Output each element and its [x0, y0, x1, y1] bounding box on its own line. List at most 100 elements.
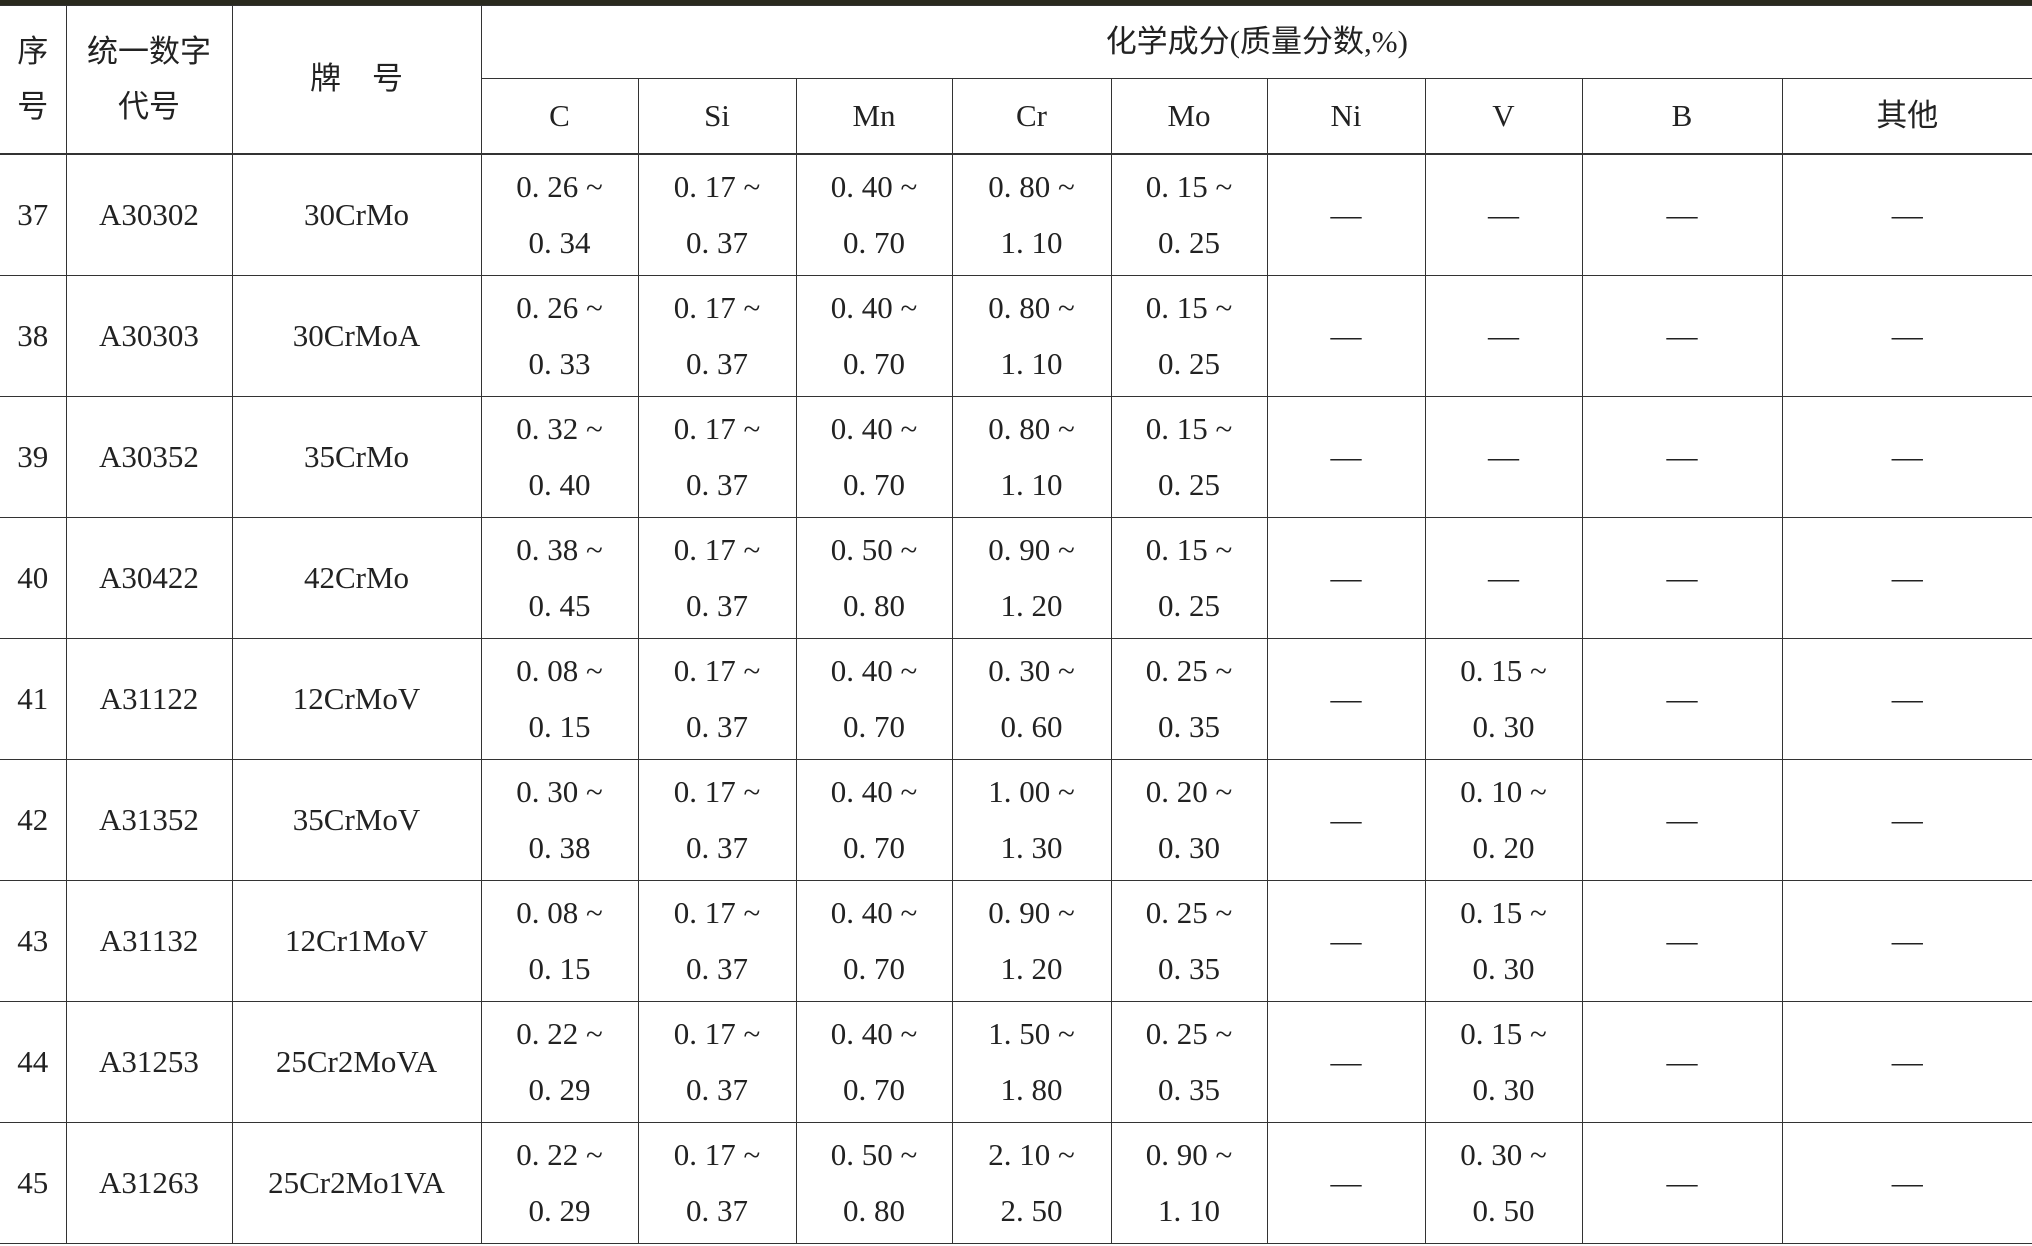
code-cell: A30422 — [65, 517, 233, 639]
range-min: 0. 40 ~ — [830, 410, 918, 446]
element-value-cell: 0. 22 ~ 0. 29 — [480, 1001, 639, 1123]
range-min: 0. 30 ~ — [1460, 1136, 1547, 1172]
range-min: 0. 22 ~ — [516, 1136, 603, 1172]
table-row: 38 A30303 30CrMoA 0. 26 ~0. 33 0. 17 ~0. 37 0… — [0, 275, 2032, 397]
range-max: 1. 10 — [1000, 225, 1063, 260]
range-max: 0. 15 — [528, 951, 591, 986]
element-value-cell: 0. 17 ~ 0. 37 — [637, 759, 797, 881]
element-value-cell: 0. 80 ~ 1. 10 — [951, 153, 1112, 276]
range-max: 0. 37 — [686, 709, 748, 744]
range-min: 0. 90 ~ — [988, 894, 1075, 930]
range-max: 1. 80 — [1000, 1072, 1063, 1107]
range-min: 0. 15 ~ — [1145, 289, 1233, 325]
range-min: 0. 17 ~ — [673, 289, 761, 325]
range-min: 0. 25 ~ — [1145, 1015, 1233, 1051]
element-value-cell: 0. 15 ~ 0. 25 — [1110, 396, 1268, 518]
element-value-cell: 0. 50 ~ 0. 80 — [795, 1122, 953, 1244]
grade-cell: 35CrMoV — [231, 759, 482, 881]
header-element-1: Si — [637, 78, 797, 155]
seq-cell: 44 — [0, 1001, 67, 1123]
range-max: 0. 70 — [843, 346, 905, 381]
range-min: 0. 15 ~ — [1145, 531, 1233, 567]
element-value-cell: 0. 90 ~ 1. 20 — [951, 517, 1112, 639]
table-row: 43 A31132 12Cr1MoV 0. 08 ~ 0. 15 0. 17 ~ 0. 37… — [0, 880, 2032, 1002]
range-min: 0. 15 ~ — [1145, 410, 1233, 446]
element-value-cell: 0. 17 ~ 0. 37 — [637, 153, 797, 276]
range-min: 1. 50 ~ — [988, 1015, 1075, 1051]
element-value-cell: 0. 17 ~ 0. 37 — [637, 880, 797, 1002]
range-max: 0. 70 — [843, 225, 905, 260]
element-value-cell: 0. 30 ~ 0. 38 — [480, 759, 639, 881]
range-min: 0. 50 ~ — [830, 531, 918, 567]
element-value-cell: 0. 25 ~ 0. 35 — [1110, 1001, 1268, 1123]
table-row: 40 A30422 42CrMo 0. 38 ~0. 45 0. 17 ~0. 37 0.… — [0, 517, 2032, 639]
element-value-cell: — — [1266, 153, 1426, 276]
header-element-8: 其他 — [1781, 78, 2032, 155]
header-seq: 序号 — [0, 5, 67, 155]
element-value-cell: 0. 15 ~ 0. 25 — [1110, 153, 1268, 276]
table-row: 45 A31263 25Cr2Mo1VA 0. 22 ~0. 29 0. 17 ~0. … — [0, 1122, 2032, 1244]
element-value-cell: — — [1781, 275, 2032, 397]
range-min: 0. 80 ~ — [988, 410, 1075, 446]
grade-cell: 30CrMoA — [231, 275, 482, 397]
range-max: 0. 37 — [686, 1072, 748, 1107]
range-max: 1. 10 — [1000, 467, 1063, 502]
range-max: 0. 33 — [528, 346, 591, 381]
element-value-cell: — — [1781, 1122, 2032, 1244]
range-min: 0. 22 ~ — [516, 1015, 603, 1051]
code-cell: A31352 — [65, 759, 233, 881]
element-value-cell: — — [1266, 275, 1426, 397]
element-value-cell: 1. 00 ~ 1. 30 — [951, 759, 1112, 881]
header-element-0: C — [481, 78, 639, 155]
seq-cell: 43 — [0, 880, 67, 1002]
element-value-cell: 0. 80 ~ 1. 10 — [951, 275, 1112, 397]
range-max: 0. 35 — [1158, 709, 1220, 744]
element-value-cell: — — [1581, 153, 1783, 276]
element-value-cell: — — [1781, 396, 2032, 518]
grade-cell: 25Cr2Mo1VA — [231, 1122, 482, 1244]
range-min: 0. 10 ~ — [1460, 773, 1547, 809]
range-min: 0. 50 ~ — [830, 1136, 918, 1172]
range-min: 0. 80 ~ — [988, 289, 1075, 325]
code-cell: A31132 — [65, 880, 233, 1002]
range-min: 0. 25 ~ — [1145, 652, 1233, 688]
grade-cell: 42CrMo — [231, 517, 482, 639]
element-value-cell: 0. 26 ~ 0. 34 — [480, 153, 639, 276]
table-row: 39 A30352 35CrMo 0. 32 ~0. 40 0. 17 ~0. 37 0.… — [0, 396, 2032, 518]
range-min: 0. 15 ~ — [1460, 1015, 1547, 1051]
table-row: 37 A30302 30CrMo 0. 26 ~0. 34 0. 17 ~0. 37 0.… — [0, 153, 2032, 276]
element-value-cell: 0. 22 ~ 0. 29 — [480, 1122, 639, 1244]
header-composition: 化学成分(质量分数,%) — [480, 5, 2032, 79]
header-code: 统一数字 代号 — [65, 5, 233, 155]
range-min: 0. 08 ~ — [516, 894, 603, 930]
range-max: 0. 29 — [528, 1072, 591, 1107]
range-min: 0. 17 ~ — [673, 894, 761, 930]
element-value-cell: — — [1266, 880, 1426, 1002]
element-value-cell: 0. 25 ~ 0. 35 — [1110, 638, 1268, 760]
range-max: 0. 25 — [1158, 467, 1220, 502]
element-value-cell: 1. 50 ~ 1. 80 — [951, 1001, 1112, 1123]
element-value-cell: — — [1266, 396, 1426, 518]
header-element-3: Cr — [951, 78, 1112, 155]
element-value-cell: — — [1581, 1122, 1783, 1244]
element-value-cell: — — [1581, 517, 1783, 639]
range-min: 0. 90 ~ — [1145, 1136, 1233, 1172]
element-value-cell: — — [1266, 517, 1426, 639]
range-min: 0. 20 ~ — [1145, 773, 1233, 809]
element-value-cell: — — [1581, 638, 1783, 760]
range-max: 0. 70 — [843, 830, 905, 865]
header-element-7: B — [1581, 78, 1783, 155]
element-value-cell: 0. 15 ~ 0. 30 — [1424, 638, 1583, 760]
range-min: 1. 00 ~ — [988, 773, 1075, 809]
range-min: 0. 17 ~ — [673, 168, 761, 204]
range-min: 0. 30 ~ — [988, 652, 1075, 688]
range-max: 0. 60 — [1000, 709, 1063, 744]
range-min: 0. 17 ~ — [673, 531, 761, 567]
element-value-cell: 0. 17 ~ 0. 37 — [637, 638, 797, 760]
range-max: 0. 35 — [1158, 951, 1220, 986]
element-value-cell: 0. 90 ~ 1. 20 — [951, 880, 1112, 1002]
range-max: 0. 70 — [843, 951, 905, 986]
range-max: 0. 25 — [1158, 346, 1220, 381]
range-max: 0. 40 — [528, 467, 591, 502]
range-min: 0. 38 ~ — [516, 531, 603, 567]
